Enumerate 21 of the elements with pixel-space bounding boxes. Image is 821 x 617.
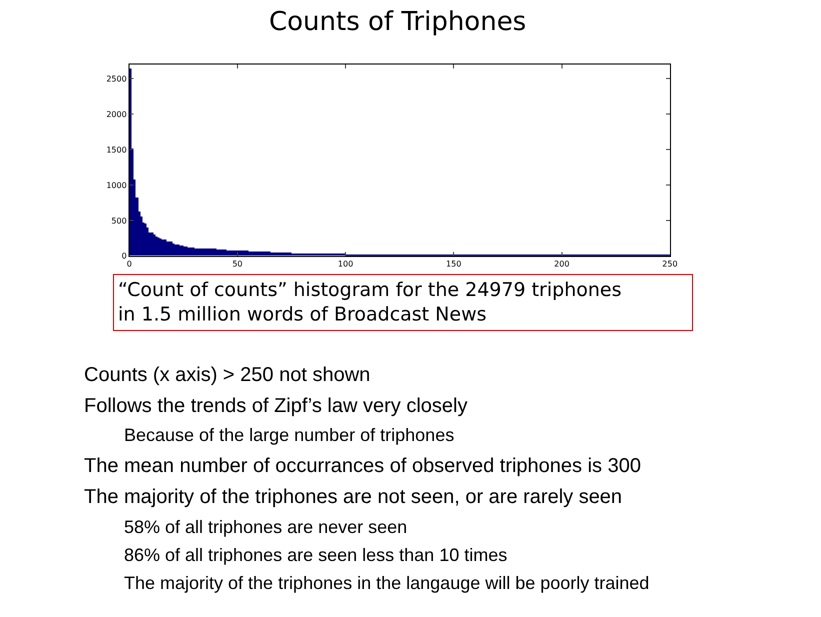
x-tick-label: 150 [446, 260, 462, 269]
x-tick-label: 250 [662, 260, 678, 269]
x-tick-label: 100 [338, 260, 354, 269]
text: Counts (x axis) > 250 not shown [84, 364, 370, 386]
text: “Count of counts” histogram for the 24979 triphones in 1.5 million words of Broadcast News [118, 279, 622, 326]
y-tick-label: 1000 [106, 180, 127, 190]
chart-title: Counts of Triphones [269, 7, 526, 37]
x-tick-label: 200 [554, 260, 570, 269]
y-tick-label: 2500 [106, 74, 127, 84]
text: The mean number of occurrances of observed triphones is 300 [84, 455, 641, 477]
y-tick-label: 1500 [106, 145, 127, 154]
text: 86% of all triphones are seen less than 10 times [124, 545, 508, 565]
text: 58% of all triphones are never seen [124, 517, 408, 537]
y-tick-label: 0 [122, 252, 127, 261]
text: Because of the large number of triphones [124, 425, 454, 445]
text: Follows the trends of Zipf’s law very closely [84, 395, 468, 417]
text: The majority of the triphones in the langauge will be poorly trained [124, 573, 650, 593]
y-tick-label: 2000 [106, 110, 127, 119]
text: The majority of the triphones are not seen, or are rarely seen [84, 486, 622, 508]
x-tick-label: 50 [232, 260, 243, 269]
y-tick-label: 500 [111, 216, 127, 226]
